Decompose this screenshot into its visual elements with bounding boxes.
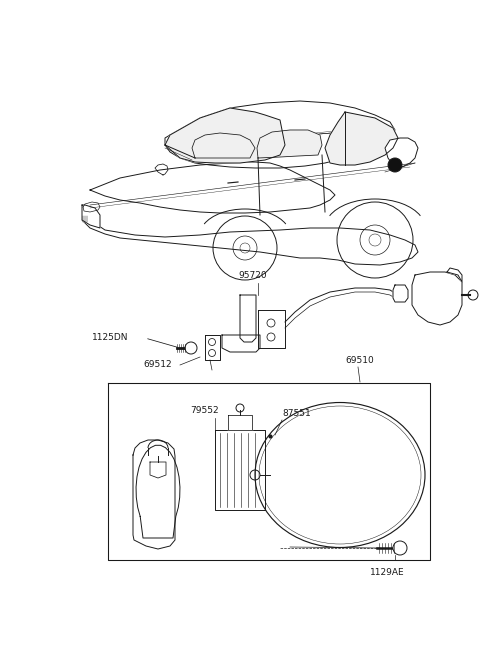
Polygon shape <box>412 272 462 325</box>
Polygon shape <box>136 445 180 538</box>
Polygon shape <box>258 310 285 348</box>
Polygon shape <box>165 108 285 163</box>
Text: 79552: 79552 <box>190 406 218 415</box>
Polygon shape <box>108 383 430 560</box>
Polygon shape <box>325 112 398 165</box>
Circle shape <box>388 158 402 172</box>
Polygon shape <box>205 335 220 360</box>
Text: 69512: 69512 <box>143 360 172 369</box>
Polygon shape <box>90 162 335 213</box>
Polygon shape <box>165 101 395 168</box>
Polygon shape <box>240 295 256 342</box>
Polygon shape <box>82 205 100 228</box>
Polygon shape <box>228 415 252 430</box>
Polygon shape <box>222 335 260 352</box>
Polygon shape <box>150 462 166 478</box>
Text: 1129AE: 1129AE <box>370 568 405 577</box>
Polygon shape <box>257 130 322 158</box>
Polygon shape <box>447 268 462 282</box>
Text: 95720: 95720 <box>238 271 266 280</box>
Text: 69510: 69510 <box>345 356 374 365</box>
Polygon shape <box>82 220 418 265</box>
Text: 87551: 87551 <box>282 409 311 418</box>
Text: 1125DN: 1125DN <box>92 333 129 342</box>
Circle shape <box>393 541 407 555</box>
Circle shape <box>185 342 197 354</box>
Polygon shape <box>192 133 255 158</box>
Polygon shape <box>393 285 408 302</box>
Polygon shape <box>385 138 418 168</box>
Polygon shape <box>215 430 265 510</box>
Polygon shape <box>133 440 175 549</box>
